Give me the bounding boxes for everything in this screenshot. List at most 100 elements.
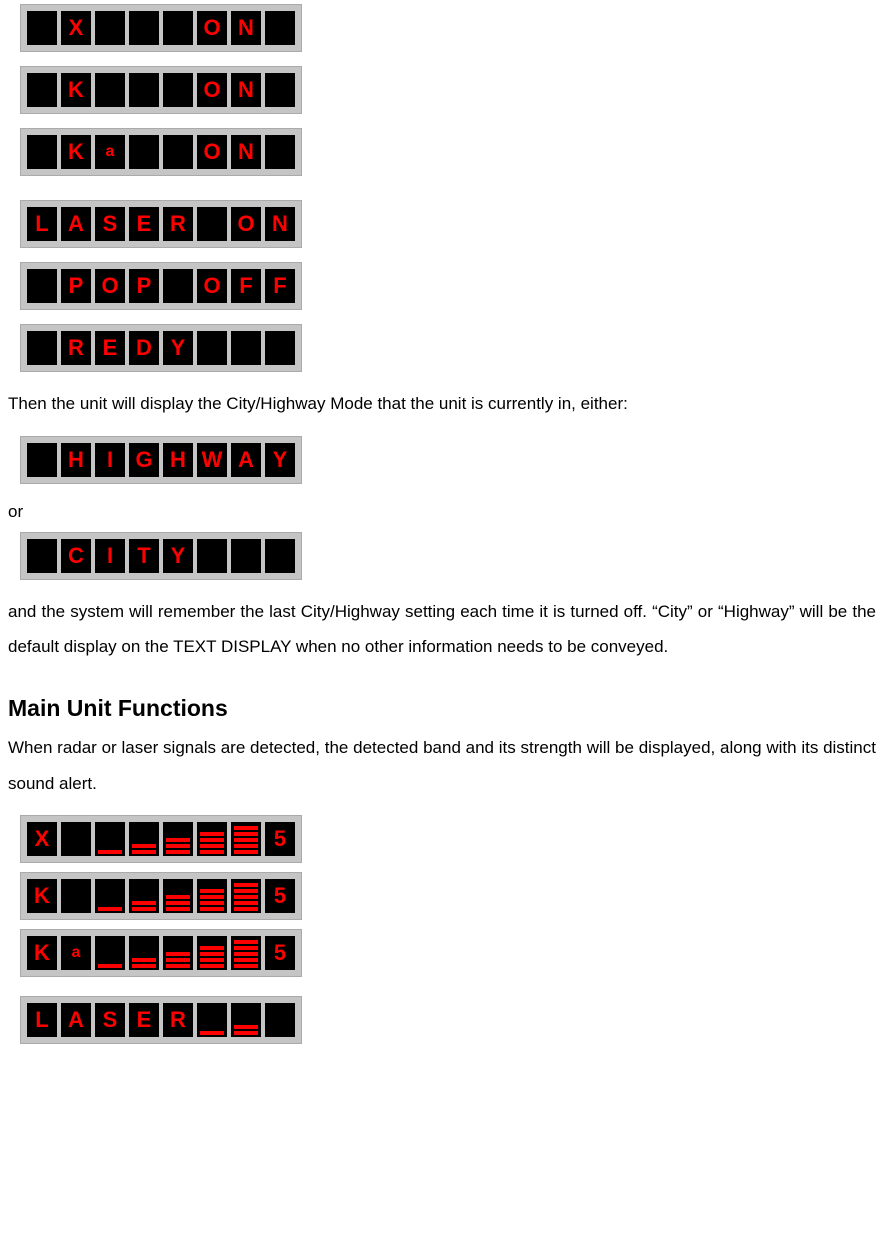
text-or: or: [8, 502, 876, 522]
cell: [265, 1003, 295, 1037]
cell: [95, 11, 125, 45]
cell: P: [129, 269, 159, 303]
cell: O: [95, 269, 125, 303]
cell: [265, 135, 295, 169]
cell: Y: [163, 331, 193, 365]
cell: [265, 539, 295, 573]
paragraph-signal-intro: When radar or laser signals are detected…: [8, 730, 876, 801]
cell: I: [95, 443, 125, 477]
cell: R: [163, 1003, 193, 1037]
cell: A: [61, 1003, 91, 1037]
cell: A: [231, 443, 261, 477]
cell: C: [61, 539, 91, 573]
cell: [231, 539, 261, 573]
cell: K: [27, 879, 57, 913]
cell: [27, 539, 57, 573]
cell: [27, 135, 57, 169]
cell: [27, 11, 57, 45]
cell: [129, 135, 159, 169]
cell: [197, 207, 227, 241]
paragraph-mode-intro: Then the unit will display the City/High…: [8, 386, 876, 422]
cell: O: [197, 135, 227, 169]
cell: [197, 539, 227, 573]
display-pop-off: P O P O F F: [20, 262, 302, 310]
cell: [163, 11, 193, 45]
cell: 5: [265, 879, 295, 913]
cell: 5: [265, 936, 295, 970]
cell: [27, 331, 57, 365]
cell: [163, 269, 193, 303]
display-ka-on: K a O N: [20, 128, 302, 176]
cell: [27, 443, 57, 477]
display-laser-signal: L A S E R: [20, 996, 302, 1044]
cell: [265, 331, 295, 365]
cell: S: [95, 1003, 125, 1037]
signal-bars-1: [197, 1003, 227, 1037]
cell: F: [231, 269, 261, 303]
cell: [95, 73, 125, 107]
cell: [129, 73, 159, 107]
signal-bars-1: [95, 936, 125, 970]
cell: T: [129, 539, 159, 573]
cell: S: [95, 207, 125, 241]
signal-bars-2: [231, 1003, 261, 1037]
signal-bars-5: [231, 822, 261, 856]
signal-bars-4: [197, 822, 227, 856]
signal-bars-1: [95, 879, 125, 913]
cell: Y: [163, 539, 193, 573]
signal-bars-4: [197, 936, 227, 970]
signal-bars-5: [231, 936, 261, 970]
signal-bars-2: [129, 879, 159, 913]
cell: [27, 269, 57, 303]
cell: [265, 11, 295, 45]
cell: N: [231, 11, 261, 45]
cell: I: [95, 539, 125, 573]
display-highway: H I G H W A Y: [20, 436, 302, 484]
cell: [163, 135, 193, 169]
cell: F: [265, 269, 295, 303]
cell: O: [197, 73, 227, 107]
cell: O: [197, 11, 227, 45]
display-k-on: K O N: [20, 66, 302, 114]
cell: [61, 879, 91, 913]
cell: A: [61, 207, 91, 241]
signal-bars-2: [129, 822, 159, 856]
cell: L: [27, 1003, 57, 1037]
display-ka-signal: K a 5: [20, 929, 302, 977]
cell: L: [27, 207, 57, 241]
cell: D: [129, 331, 159, 365]
display-city: C I T Y: [20, 532, 302, 580]
cell: a: [95, 135, 125, 169]
cell: N: [265, 207, 295, 241]
cell: H: [61, 443, 91, 477]
cell: E: [129, 1003, 159, 1037]
cell: K: [27, 936, 57, 970]
paragraph-mode-memory: and the system will remember the last Ci…: [8, 594, 876, 665]
cell: 5: [265, 822, 295, 856]
cell: Y: [265, 443, 295, 477]
cell: P: [61, 269, 91, 303]
cell: [265, 73, 295, 107]
signal-bars-3: [163, 822, 193, 856]
cell: [197, 331, 227, 365]
display-x-on: X O N: [20, 4, 302, 52]
cell: O: [197, 269, 227, 303]
signal-bars-2: [129, 936, 159, 970]
signal-bars-5: [231, 879, 261, 913]
cell: [61, 822, 91, 856]
cell: N: [231, 73, 261, 107]
cell: R: [163, 207, 193, 241]
display-laser-on: L A S E R O N: [20, 200, 302, 248]
display-redy: R E D Y: [20, 324, 302, 372]
cell: X: [61, 11, 91, 45]
cell: [129, 11, 159, 45]
cell: N: [231, 135, 261, 169]
cell: E: [129, 207, 159, 241]
signal-bars-3: [163, 879, 193, 913]
cell: G: [129, 443, 159, 477]
signal-bars-1: [95, 822, 125, 856]
cell: X: [27, 822, 57, 856]
cell: [27, 73, 57, 107]
cell: E: [95, 331, 125, 365]
cell: [231, 331, 261, 365]
